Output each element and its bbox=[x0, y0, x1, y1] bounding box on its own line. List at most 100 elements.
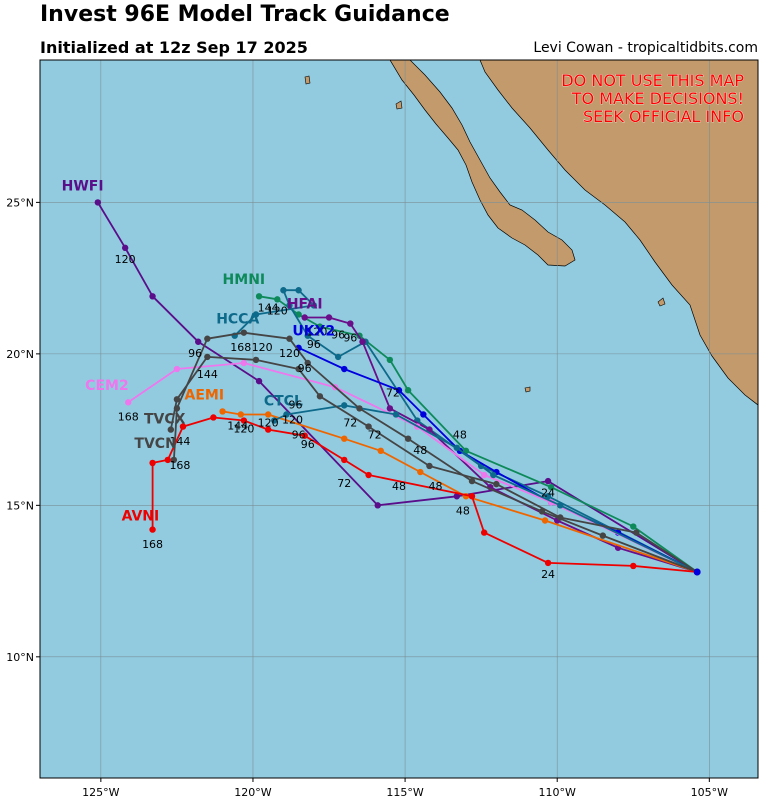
track-point bbox=[395, 387, 403, 394]
track-point bbox=[149, 459, 156, 467]
track-point bbox=[173, 396, 181, 403]
track-point bbox=[544, 559, 552, 567]
y-tick-label: 15°N bbox=[6, 499, 34, 512]
y-tick-label: 10°N bbox=[6, 651, 34, 664]
axis-ticks: 125°W 120°W 115°W 110°W 105°W 25°N 20°N 15°N 10°… bbox=[6, 196, 728, 799]
track-point bbox=[304, 359, 311, 367]
track-point bbox=[179, 423, 187, 430]
initial-position bbox=[693, 568, 701, 576]
model-label-hfai: HFAI bbox=[287, 296, 323, 312]
track-point bbox=[599, 532, 607, 539]
forecast-hour-label: 144 bbox=[197, 368, 218, 381]
forecast-hour-label: 144 bbox=[258, 301, 279, 314]
model-label-cem2: CEM2 bbox=[85, 378, 129, 394]
track-point bbox=[240, 329, 248, 336]
track-point bbox=[316, 393, 324, 400]
track-point bbox=[334, 353, 342, 361]
forecast-hour-label: 96 bbox=[188, 347, 202, 360]
track-point bbox=[121, 244, 129, 252]
track-point bbox=[301, 432, 308, 439]
track-point bbox=[325, 314, 333, 321]
island bbox=[395, 100, 403, 110]
plot-frame bbox=[39, 59, 759, 779]
track-point bbox=[541, 517, 549, 524]
forecast-hour-label: 168 bbox=[169, 459, 190, 472]
forecast-hour-label: 48 bbox=[392, 480, 406, 493]
forecast-hour-label: 96 bbox=[307, 338, 321, 351]
track-point bbox=[149, 293, 156, 300]
model-label-aemi: AEMI bbox=[185, 387, 225, 403]
forecast-hour-label: 120 bbox=[258, 417, 279, 430]
graticule bbox=[40, 60, 758, 778]
island bbox=[657, 297, 666, 307]
track-point bbox=[295, 287, 302, 294]
forecast-hour-label: 24 bbox=[541, 486, 555, 499]
island bbox=[304, 75, 311, 85]
track-point bbox=[304, 332, 311, 339]
track-point bbox=[341, 435, 348, 442]
track-point bbox=[283, 411, 290, 418]
forecast-hour-label: 96 bbox=[331, 329, 345, 342]
track-point bbox=[173, 405, 181, 412]
track-point bbox=[480, 529, 488, 536]
track-point bbox=[630, 562, 637, 570]
forecast-hour-label: 120 bbox=[279, 347, 300, 360]
track-labels: 244896120HWFI96120144HMNI96120168HCCA729… bbox=[62, 178, 555, 581]
track-point bbox=[392, 411, 400, 418]
forecast-hour-label: 120 bbox=[306, 326, 327, 339]
track-point bbox=[173, 365, 181, 373]
track-avni bbox=[149, 414, 701, 576]
track-point bbox=[417, 468, 424, 476]
mainland-mexico bbox=[479, 60, 758, 406]
forecast-hour-label: 120 bbox=[267, 304, 288, 317]
track-point bbox=[164, 456, 171, 464]
track-point bbox=[404, 435, 412, 442]
track-point bbox=[219, 408, 226, 415]
forecast-hour-label: 96 bbox=[298, 362, 312, 375]
track-point bbox=[286, 335, 293, 342]
forecast-hour-label: 96 bbox=[292, 429, 306, 442]
baja-california bbox=[389, 60, 576, 267]
track-point bbox=[252, 311, 260, 318]
track-point bbox=[94, 199, 102, 206]
track-line bbox=[173, 331, 698, 573]
forecast-hour-label: 168 bbox=[142, 538, 163, 551]
forecast-hour-label: 24 bbox=[541, 568, 555, 581]
forecast-hour-label: 120 bbox=[252, 341, 273, 354]
forecast-hour-label: 120 bbox=[115, 253, 136, 266]
track-point bbox=[633, 529, 640, 536]
track-point bbox=[195, 338, 202, 345]
model-label-tvcx: TVCX bbox=[144, 412, 186, 428]
map-title: Invest 96E Model Track Guidance bbox=[40, 2, 450, 27]
track-point bbox=[274, 296, 281, 303]
track-point bbox=[204, 353, 211, 361]
forecast-hour-label: 144 bbox=[227, 420, 248, 433]
track-point bbox=[453, 493, 461, 500]
track-point bbox=[453, 444, 461, 451]
credit: Levi Cowan - tropicaltidbits.com bbox=[533, 40, 758, 56]
track-point bbox=[316, 323, 324, 330]
track-line bbox=[127, 362, 698, 573]
forecast-hour-label: 96 bbox=[343, 332, 357, 345]
model-tracks bbox=[94, 199, 701, 576]
track-point bbox=[295, 365, 302, 373]
track-point bbox=[341, 456, 348, 464]
track-point bbox=[264, 411, 272, 418]
track-point bbox=[557, 502, 564, 509]
track-point bbox=[347, 320, 354, 327]
model-label-avni: AVNI bbox=[122, 508, 160, 524]
track-point bbox=[468, 493, 476, 500]
warning-line-3: SEEK OFFICIAL INFO bbox=[583, 107, 744, 126]
forecast-hour-label: 72 bbox=[386, 386, 400, 399]
track-point bbox=[252, 356, 260, 364]
island bbox=[524, 386, 531, 393]
track-point bbox=[365, 423, 372, 430]
track-point bbox=[544, 493, 552, 500]
forecast-hour-label: 72 bbox=[368, 429, 382, 442]
track-point bbox=[310, 302, 318, 309]
track-point bbox=[359, 338, 366, 345]
forecast-hour-label: 120 bbox=[282, 414, 303, 427]
track-point bbox=[480, 471, 488, 479]
track-point bbox=[377, 447, 384, 455]
